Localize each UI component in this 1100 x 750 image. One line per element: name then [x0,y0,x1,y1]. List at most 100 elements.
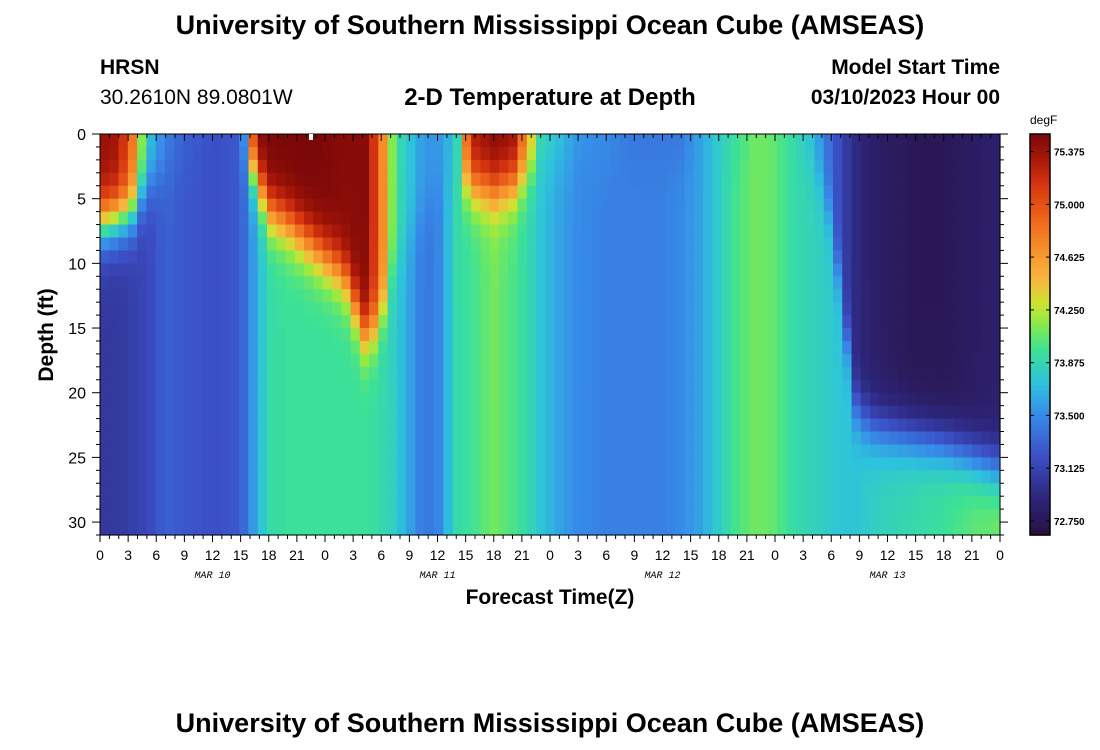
heatmap-cell [127,379,138,394]
heatmap-cell [990,289,1001,303]
heatmap-cell [981,496,992,510]
heatmap-cell [619,457,630,471]
heatmap-cell [768,405,778,420]
heatmap-cell [749,237,760,252]
heatmap-cell [601,146,611,161]
heatmap-cell [545,496,556,510]
heatmap-cell [972,328,983,342]
heatmap-cell [842,470,853,484]
heatmap-cell [730,405,741,420]
heatmap-cell [907,418,918,433]
heatmap-cell [192,444,203,458]
heatmap-cell [907,224,918,239]
heatmap-cell [665,418,676,433]
heatmap-cell [610,250,621,264]
heatmap-cell [127,250,138,264]
heatmap-cell [832,263,843,277]
heatmap-cell [508,302,519,316]
heatmap-cell [758,328,769,342]
heatmap-cell [267,457,277,471]
heatmap-cell [443,522,454,536]
heatmap-cell [851,431,862,446]
heatmap-cell [369,328,379,342]
heatmap-cell [675,353,686,368]
heatmap-cell [851,496,862,510]
heatmap-cell [276,340,287,355]
heatmap-cell [452,418,463,433]
heatmap-cell [879,315,890,329]
heatmap-cell [118,198,129,213]
heatmap-cell [563,418,574,433]
heatmap-cell [953,444,964,458]
heatmap-cell [925,405,936,420]
heatmap-cell [155,522,166,536]
heatmap-cell [786,276,797,290]
heatmap-cell [378,250,389,264]
heatmap-cell [443,172,454,187]
heatmap-cell [174,379,185,394]
heatmap-cell [647,263,658,277]
heatmap-cell [248,509,259,523]
heatmap-cell [768,224,778,239]
heatmap-cell [628,172,639,187]
heatmap-cell [730,392,741,407]
heatmap-cell [749,289,760,303]
heatmap-cell [359,159,370,174]
x-axis-label: Forecast Time(Z) [466,586,635,609]
colorbar-segment [1030,218,1050,223]
heatmap-cell [304,198,314,213]
heatmap-cell [276,405,287,420]
heatmap-cell [471,159,482,174]
heatmap-cell [665,522,676,536]
heatmap-cell [127,146,138,161]
heatmap-cell [517,146,528,161]
heatmap-cell [211,146,222,161]
heatmap-cell [758,302,769,316]
heatmap-cell [434,379,444,394]
heatmap-cell [795,496,806,510]
heatmap-cell [424,405,435,420]
heatmap-cell [443,146,454,161]
heatmap-cell [378,522,389,536]
heatmap-cell [239,172,250,187]
heatmap-cell [962,146,973,161]
heatmap-cell [860,172,871,187]
heatmap-cell [378,159,389,174]
heatmap-cell [907,315,918,329]
heatmap-cell [304,353,314,368]
heatmap-cell [925,172,936,187]
heatmap-cell [211,198,222,213]
heatmap-cell [480,509,491,523]
heatmap-cell [925,134,936,148]
heatmap-cell [313,522,324,536]
heatmap-cell [202,237,212,252]
heatmap-cell [944,328,955,342]
heatmap-cell [888,379,899,394]
heatmap-cell [517,315,528,329]
heatmap-cell [554,289,565,303]
heatmap-cell [229,379,240,394]
heatmap-cell [545,185,556,200]
heatmap-cell [740,431,751,446]
heatmap-cell [935,418,945,433]
heatmap-cell [248,237,259,252]
heatmap-cell [842,509,853,523]
heatmap-cell [582,302,593,316]
heatmap-cell [712,185,723,200]
heatmap-cell [832,418,843,433]
heatmap-cell [146,392,157,407]
heatmap-cell [294,263,305,277]
heatmap-cell [285,405,296,420]
heatmap-cell [183,470,194,484]
heatmap-cell [118,276,129,290]
heatmap-cell [331,418,342,433]
heatmap-cell [526,315,537,329]
heatmap-cell [406,146,417,161]
heatmap-cell [832,159,843,174]
heatmap-cell [703,315,713,329]
heatmap-cell [832,522,843,536]
heatmap-cell [331,444,342,458]
heatmap-cell [962,496,973,510]
heatmap-cell [331,302,342,316]
heatmap-cell [127,302,138,316]
